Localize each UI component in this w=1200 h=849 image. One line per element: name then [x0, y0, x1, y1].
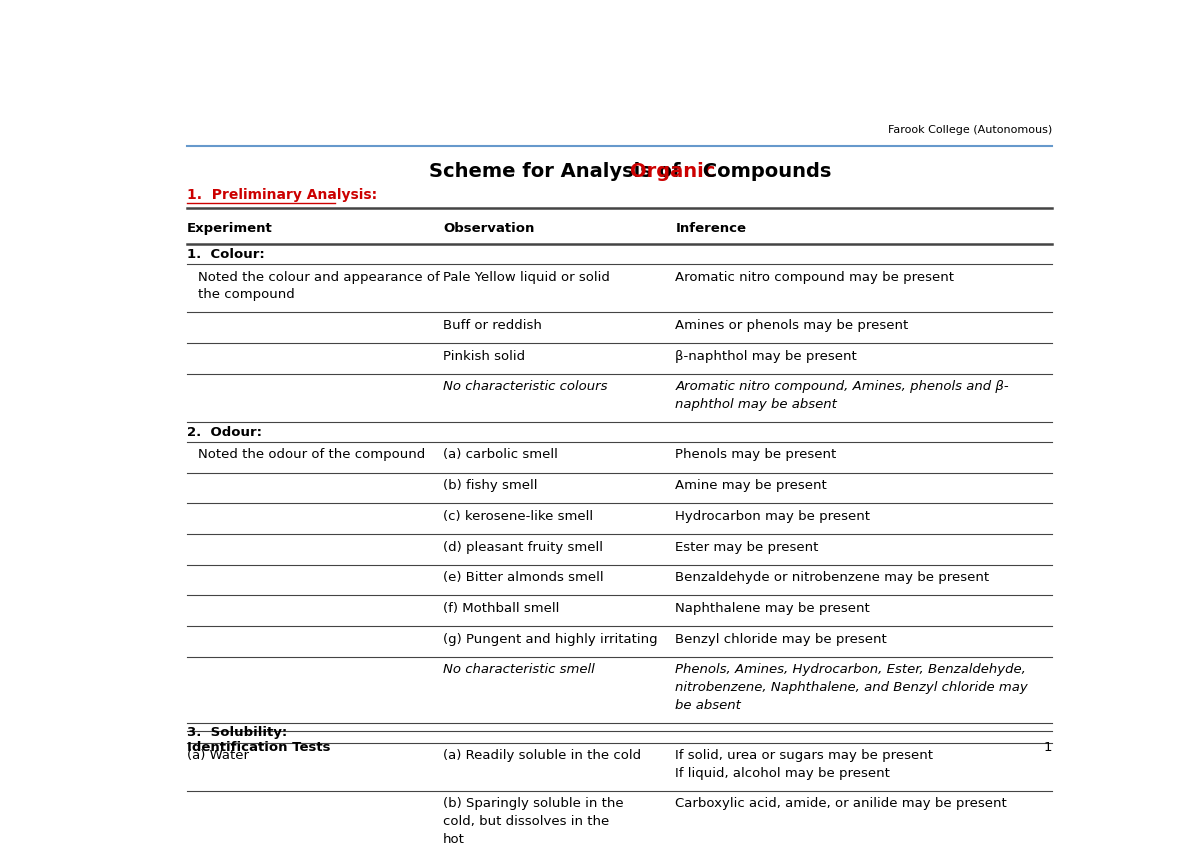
Text: Hydrocarbon may be present: Hydrocarbon may be present [676, 509, 870, 523]
Text: Amine may be present: Amine may be present [676, 479, 827, 492]
Text: Inference: Inference [676, 222, 746, 234]
Text: Ester may be present: Ester may be present [676, 541, 818, 554]
Text: Farook College (Autonomous): Farook College (Autonomous) [888, 125, 1052, 135]
Text: β-naphthol may be present: β-naphthol may be present [676, 350, 857, 363]
Text: 1.  Preliminary Analysis:: 1. Preliminary Analysis: [187, 188, 377, 202]
Text: cold, but dissolves in the: cold, but dissolves in the [443, 815, 610, 828]
Text: Phenols may be present: Phenols may be present [676, 448, 836, 461]
Text: (e) Bitter almonds smell: (e) Bitter almonds smell [443, 571, 604, 584]
Text: 3.  Solubility:: 3. Solubility: [187, 726, 288, 739]
Text: 1: 1 [1044, 741, 1052, 754]
Text: Identification Tests: Identification Tests [187, 741, 331, 754]
Text: Pale Yellow liquid or solid: Pale Yellow liquid or solid [443, 271, 610, 284]
Text: (a) Water: (a) Water [187, 749, 250, 762]
Text: Benzyl chloride may be present: Benzyl chloride may be present [676, 633, 887, 646]
Text: Buff or reddish: Buff or reddish [443, 319, 542, 332]
Text: 2.  Odour:: 2. Odour: [187, 425, 262, 439]
Text: Aromatic nitro compound may be present: Aromatic nitro compound may be present [676, 271, 954, 284]
Text: naphthol may be absent: naphthol may be absent [676, 398, 838, 411]
Text: Organic: Organic [630, 162, 715, 182]
Text: Amines or phenols may be present: Amines or phenols may be present [676, 319, 908, 332]
Text: If solid, urea or sugars may be present: If solid, urea or sugars may be present [676, 749, 934, 762]
Text: Noted the colour and appearance of: Noted the colour and appearance of [198, 271, 440, 284]
Text: 1.  Colour:: 1. Colour: [187, 248, 265, 261]
Text: (c) kerosene-like smell: (c) kerosene-like smell [443, 509, 593, 523]
Text: Noted the odour of the compound: Noted the odour of the compound [198, 448, 426, 461]
Text: Compounds: Compounds [696, 162, 832, 182]
Text: (b) Sparingly soluble in the: (b) Sparingly soluble in the [443, 797, 624, 811]
Text: Experiment: Experiment [187, 222, 272, 234]
Text: hot: hot [443, 833, 464, 846]
Text: be absent: be absent [676, 699, 742, 711]
Text: Carboxylic acid, amide, or anilide may be present: Carboxylic acid, amide, or anilide may b… [676, 797, 1007, 811]
Text: (a) carbolic smell: (a) carbolic smell [443, 448, 558, 461]
Text: nitrobenzene, Naphthalene, and Benzyl chloride may: nitrobenzene, Naphthalene, and Benzyl ch… [676, 681, 1028, 694]
Text: (g) Pungent and highly irritating: (g) Pungent and highly irritating [443, 633, 658, 646]
Text: If liquid, alcohol may be present: If liquid, alcohol may be present [676, 767, 890, 779]
Text: (b) fishy smell: (b) fishy smell [443, 479, 538, 492]
Text: Scheme for Analysis of: Scheme for Analysis of [430, 162, 688, 182]
Text: (a) Readily soluble in the cold: (a) Readily soluble in the cold [443, 749, 641, 762]
Text: Naphthalene may be present: Naphthalene may be present [676, 602, 870, 615]
Text: (f) Mothball smell: (f) Mothball smell [443, 602, 559, 615]
Text: (d) pleasant fruity smell: (d) pleasant fruity smell [443, 541, 602, 554]
Text: No characteristic colours: No characteristic colours [443, 380, 607, 393]
Text: the compound: the compound [198, 288, 295, 301]
Text: Aromatic nitro compound, Amines, phenols and β-: Aromatic nitro compound, Amines, phenols… [676, 380, 1009, 393]
Text: Observation: Observation [443, 222, 534, 234]
Text: Phenols, Amines, Hydrocarbon, Ester, Benzaldehyde,: Phenols, Amines, Hydrocarbon, Ester, Ben… [676, 663, 1026, 677]
Text: Benzaldehyde or nitrobenzene may be present: Benzaldehyde or nitrobenzene may be pres… [676, 571, 990, 584]
Text: Pinkish solid: Pinkish solid [443, 350, 526, 363]
Text: No characteristic smell: No characteristic smell [443, 663, 595, 677]
